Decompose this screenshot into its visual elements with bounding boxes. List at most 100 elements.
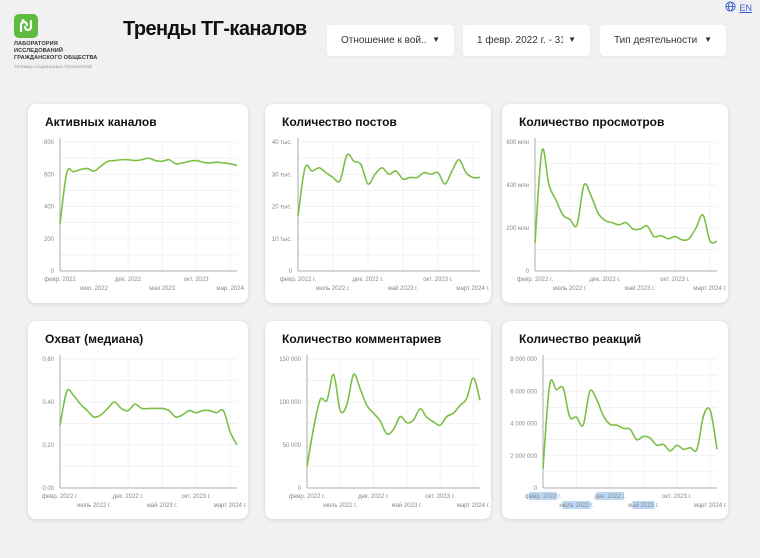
text-selection-highlight [632,501,655,509]
x-tick-label: март 2024 г. [693,286,727,292]
x-tick-label: июль 2022 г. [77,503,111,509]
series-line [59,388,238,446]
text-selection-highlight [595,492,624,500]
y-tick-label: 0,00 [42,486,54,492]
x-tick-label: март 2024 г. [456,286,490,292]
y-tick-label: 20 тыс. [272,205,292,211]
dropdown-label: 1 февр. 2022 г. - 31 м [477,35,563,46]
y-tick-label: 4 000 000 [510,422,537,428]
x-tick-label: окт. 2023 г. [423,277,453,283]
y-tick-label: 8 000 000 [510,357,537,363]
language-switch[interactable]: EN [725,1,752,14]
x-tick-label: февр. 2022 г. [289,494,326,500]
activity-type-dropdown[interactable]: Тип деятельности ▼ [600,25,726,56]
x-tick-label: февр. 2022 г. [280,277,317,283]
y-tick-label: 6 000 000 [510,389,537,395]
line-chart: 0,00 0,20 0,40 0,60 февр. 2022 г. июль 2022 г… [42,355,248,509]
x-tick-label: дек. 2022 г. [594,494,625,500]
series-line [306,373,481,467]
org-subtitle: ТЕПЛИЦА СОЦИАЛЬНЫХ ТЕХНОЛОГИЙ [14,64,92,69]
chart-card-active-channels: Активных каналов 0 200 400 600 800 февр. 2022 и… [28,104,248,303]
line-chart: 0 2 000 000 4 000 000 6 000 000 8 000 000 фев… [510,355,728,509]
x-tick-label: март 2024 г. [694,503,728,509]
line-chart: 0 200 млн 400 млн 600 млн февр. 2022 г. июль … [506,138,727,292]
y-tick-label: 0 [534,486,538,492]
line-chart: 0 10 тыс. 20 тыс. 30 тыс. 40 тыс. февр. 2022 … [272,138,490,292]
x-tick-label: дек. 2022 г. [358,494,389,500]
x-tick-label: окт. 2023 г. [660,277,690,283]
x-tick-label: май 2023 г. [391,502,422,509]
chart-card-views: Количество просмотров 0 200 млн 400 млн 600 … [502,104,728,303]
x-tick-label: дек. 2022 г. [353,277,384,283]
x-tick-label: дек. 2022 г. [113,494,144,500]
y-tick-label: 0 [51,269,55,275]
x-tick-label: июл. 2022 [80,286,109,292]
attitude-filter-dropdown[interactable]: Отношение к вой... ▼ [327,25,454,56]
x-tick-label: мар. 2024 [216,286,244,292]
y-tick-label: 400 млн [506,183,529,189]
y-tick-label: 600 [44,172,55,178]
dropdown-label: Тип деятельности [614,35,698,46]
globe-icon [725,1,737,14]
y-tick-label: 50 000 [283,443,302,449]
chart-title: Количество комментариев [282,332,442,346]
chart-title: Количество постов [282,115,397,129]
y-tick-label: 0,40 [42,400,54,406]
y-tick-label: 800 [44,140,55,146]
x-tick-label: май 2023 г. [147,502,178,509]
series-line [59,157,238,225]
x-tick-label: март 2024 г. [214,503,248,509]
y-tick-label: 0 [298,486,302,492]
y-tick-label: 0 [526,269,530,275]
x-tick-label: дек. 2022 [115,277,142,283]
x-tick-label: июль 2022 г. [316,286,350,292]
date-range-dropdown[interactable]: 1 февр. 2022 г. - 31 м ▼ [463,25,590,56]
x-tick-label: окт. 2023 г. [425,494,455,500]
org-name: ЛАБОРАТОРИЯ ИССЛЕДОВАНИЙ ГРАЖДАНСКОГО ОБЩЕ… [14,41,98,61]
x-tick-label: дек. 2022 г. [590,277,621,283]
caret-down-icon: ▼ [568,35,576,44]
logo [14,14,38,38]
caret-down-icon: ▼ [704,35,712,44]
y-tick-label: 400 [44,205,55,211]
line-chart: 0 200 400 600 800 февр. 2022 июл. 2022 дек. 202… [44,138,245,292]
chart-title: Количество реакций [519,332,642,346]
chart-card-reactions: Количество реакций 0 2 000 000 4 000 000 6 0… [502,321,728,519]
x-tick-label: мая 2023 [149,286,175,292]
x-tick-label: май 2023 г. [625,285,656,292]
chart-card-comments: Количество комментариев 0 50 000 100 000 150… [265,321,491,519]
series-line [534,148,718,244]
x-tick-label: окт. 2023 [184,277,209,283]
x-tick-label: окт. 2023 г. [181,494,211,500]
x-tick-label: март 2024 г. [457,503,491,509]
x-tick-label: май 2023 г. [628,502,659,509]
y-tick-label: 150 000 [279,357,301,363]
dropdown-label: Отношение к вой... [341,35,427,46]
y-tick-label: 100 000 [279,400,301,406]
y-tick-label: 600 млн [506,140,529,146]
series-line [542,379,718,469]
x-tick-label: май 2023 г. [388,285,419,292]
text-selection-highlight [529,492,557,500]
y-tick-label: 0 [289,269,293,275]
x-tick-label: июль 2022 г. [559,503,593,509]
x-tick-label: июль 2022 г. [553,286,587,292]
x-tick-label: февр. 2022 г. [525,494,562,500]
y-tick-label: 40 тыс. [272,140,292,146]
x-tick-label: февр. 2022 г. [42,494,79,500]
text-selection-highlight [562,501,591,509]
y-tick-label: 30 тыс. [272,172,292,178]
chart-card-reach: Охват (медиана) 0,00 0,20 0,40 0,60 февр. 202… [28,321,248,519]
x-tick-label: окт. 2023 г. [662,494,692,500]
series-line [297,153,481,217]
caret-down-icon: ▼ [432,35,440,44]
chart-title: Количество просмотров [519,115,665,129]
chart-card-posts: Количество постов 0 10 тыс. 20 тыс. 30 тыс. 4… [265,104,491,303]
x-tick-label: февр. 2022 [44,277,76,283]
y-tick-label: 200 [44,237,55,243]
y-tick-label: 0,60 [42,357,54,363]
y-tick-label: 10 тыс. [272,237,292,243]
x-tick-label: июль 2022 г. [323,503,357,509]
y-tick-label: 200 млн [506,226,529,232]
y-tick-label: 0,20 [42,443,54,449]
